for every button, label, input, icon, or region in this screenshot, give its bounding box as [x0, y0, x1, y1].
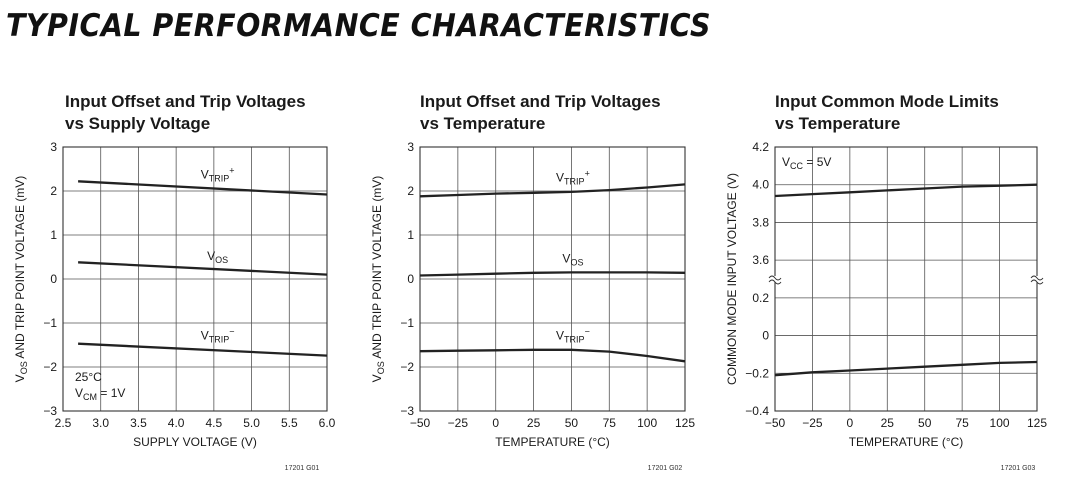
x-axis-label: TEMPERATURE (°C)	[495, 435, 610, 449]
x-tick-label: 75	[603, 416, 617, 430]
chart-title-line: vs Temperature	[420, 114, 545, 133]
x-tick-label: 50	[565, 416, 579, 430]
series-line-1	[78, 180, 328, 196]
x-tick-label: 100	[990, 416, 1010, 430]
figure-id: 17201 G01	[285, 465, 320, 472]
chart-title-line: Input Offset and Trip Voltages	[65, 92, 306, 111]
y-tick-label: 1	[50, 228, 57, 242]
series-label: VTRIP−	[556, 326, 590, 344]
y-axis-label: COMMON MODE INPUT VOLTAGE (V)	[725, 173, 739, 385]
y-tick-label: −0.4	[745, 404, 769, 418]
series-label: VTRIP+	[201, 166, 235, 184]
y-tick-label: −2	[400, 360, 414, 374]
x-tick-label: 3.5	[130, 416, 147, 430]
chart-title-line: Input Common Mode Limits	[775, 92, 999, 111]
chart-title-line: vs Supply Voltage	[65, 114, 210, 133]
series-line-3	[78, 342, 328, 357]
series-line-2	[774, 360, 1038, 377]
y-tick-label: 0.2	[752, 291, 769, 305]
condition-annotation: VCC = 5V	[782, 155, 831, 171]
y-tick-label: 3	[407, 140, 414, 154]
x-tick-label: −50	[765, 416, 786, 430]
series-label: VOS	[562, 252, 583, 268]
y-tick-label: 0	[407, 272, 414, 286]
plot-frame	[419, 146, 686, 412]
x-tick-label: 5.5	[281, 416, 298, 430]
condition-annotation: 25°C	[75, 370, 102, 384]
x-tick-label: 125	[1027, 416, 1047, 430]
y-axis-label: VOS AND TRIP POINT VOLTAGE (mV)	[370, 176, 386, 383]
chart-title-line: vs Temperature	[775, 114, 900, 133]
condition-annotation: VCM = 1V	[75, 386, 125, 402]
y-tick-label: 0	[50, 272, 57, 286]
chart-1: Input Offset and Trip Voltages vs Supply …	[13, 92, 336, 472]
figure-id: 17201 G03	[1001, 465, 1036, 472]
x-tick-label: 125	[675, 416, 695, 430]
y-tick-label: 1	[407, 228, 414, 242]
y-tick-label: −3	[400, 404, 414, 418]
y-tick-label: 2	[407, 184, 414, 198]
x-tick-label: 4.5	[206, 416, 223, 430]
x-tick-label: 6.0	[319, 416, 336, 430]
x-tick-label: 0	[847, 416, 854, 430]
series-line-3	[419, 348, 686, 363]
x-tick-label: 75	[955, 416, 969, 430]
y-tick-label: −1	[400, 316, 414, 330]
x-tick-label: 5.0	[243, 416, 260, 430]
x-tick-label: −50	[410, 416, 431, 430]
y-axis-label: VOS AND TRIP POINT VOLTAGE (mV)	[13, 176, 29, 383]
x-tick-label: 50	[918, 416, 932, 430]
y-tick-label: 3.6	[752, 253, 769, 267]
series-line-2	[78, 261, 328, 276]
axis-break-gap	[770, 276, 780, 282]
x-tick-label: −25	[448, 416, 469, 430]
series-line-1	[774, 183, 1038, 198]
series-label: VOS	[207, 249, 228, 265]
plot-frame	[62, 146, 328, 412]
series-line-2	[419, 271, 686, 277]
series-label: VTRIP−	[201, 326, 235, 344]
y-tick-label: 3.8	[752, 215, 769, 229]
y-tick-label: −0.2	[745, 366, 769, 380]
y-tick-label: −1	[43, 316, 57, 330]
series-line-1	[419, 183, 686, 198]
x-tick-label: 0	[492, 416, 499, 430]
x-tick-label: 2.5	[55, 416, 72, 430]
y-tick-label: 0	[762, 329, 769, 343]
axis-break-mark	[768, 275, 782, 285]
x-tick-label: 25	[527, 416, 541, 430]
y-tick-label: −2	[43, 360, 57, 374]
page-title: TYPICAL PERFORMANCE CHARACTERISTICS	[6, 8, 712, 44]
y-tick-label: 2	[50, 184, 57, 198]
x-tick-label: 100	[637, 416, 657, 430]
x-axis-label: TEMPERATURE (°C)	[849, 435, 964, 449]
series-label: VTRIP+	[556, 168, 590, 186]
y-tick-label: 4.2	[752, 140, 769, 154]
axis-break-gap	[1032, 276, 1042, 282]
figure-id: 17201 G02	[648, 465, 683, 472]
y-tick-label: −3	[43, 404, 57, 418]
chart-title-line: Input Offset and Trip Voltages	[420, 92, 661, 111]
x-tick-label: 4.0	[168, 416, 185, 430]
chart-2: Input Offset and Trip Voltages vs Tempera…	[370, 92, 695, 472]
x-axis-label: SUPPLY VOLTAGE (V)	[133, 435, 257, 449]
chart-3: Input Common Mode Limits vs Temperature −5…	[725, 92, 1047, 472]
x-tick-label: 3.0	[92, 416, 109, 430]
x-tick-label: 25	[881, 416, 895, 430]
axis-break-mark	[1030, 275, 1044, 285]
y-tick-label: 3	[50, 140, 57, 154]
x-tick-label: −25	[802, 416, 823, 430]
y-tick-label: 4.0	[752, 178, 769, 192]
